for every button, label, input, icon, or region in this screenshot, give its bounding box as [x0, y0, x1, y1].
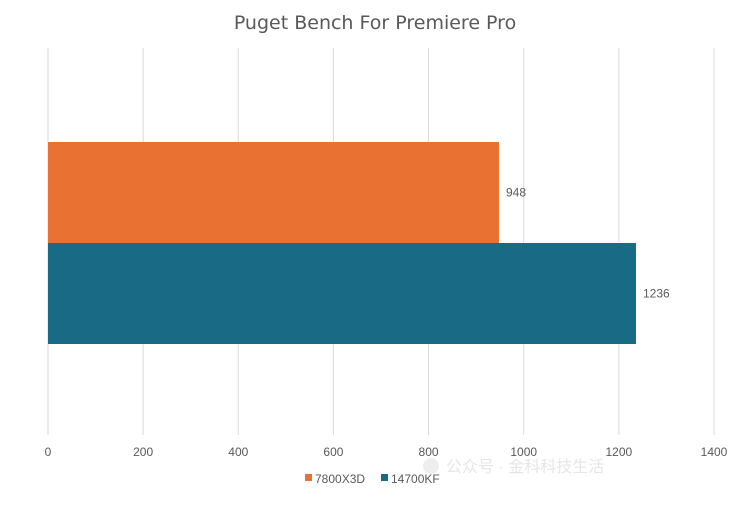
- bars: [48, 142, 636, 344]
- x-tick-label: 200: [133, 445, 153, 459]
- x-tick-label: 400: [228, 445, 248, 459]
- x-tick-label: 1400: [701, 445, 728, 459]
- legend-swatch-14700kf: [381, 474, 388, 481]
- watermark-text: 公众号 · 金科科技生活: [446, 458, 604, 476]
- x-axis-ticks: 0 200 400 600 800 1000 1200 1400: [45, 445, 728, 459]
- data-labels: 948 1236: [506, 186, 670, 301]
- bar-14700kf: [48, 243, 636, 344]
- data-label-7800x3d: 948: [506, 186, 526, 200]
- data-label-14700kf: 1236: [643, 287, 670, 301]
- x-tick-label: 1200: [606, 445, 633, 459]
- wechat-icon: [423, 458, 439, 474]
- chart-title: Puget Bench For Premiere Pro: [234, 12, 516, 34]
- x-tick-label: 600: [323, 445, 343, 459]
- x-tick-label: 0: [45, 445, 52, 459]
- bar-7800x3d: [48, 142, 499, 243]
- legend: 7800X3D 14700KF: [305, 472, 440, 486]
- x-tick-label: 800: [419, 445, 439, 459]
- legend-swatch-7800x3d: [305, 474, 312, 481]
- legend-label-14700kf: 14700KF: [391, 472, 440, 486]
- watermark: 公众号 · 金科科技生活: [423, 458, 604, 476]
- legend-label-7800x3d: 7800X3D: [315, 472, 365, 486]
- x-tick-label: 1000: [510, 445, 537, 459]
